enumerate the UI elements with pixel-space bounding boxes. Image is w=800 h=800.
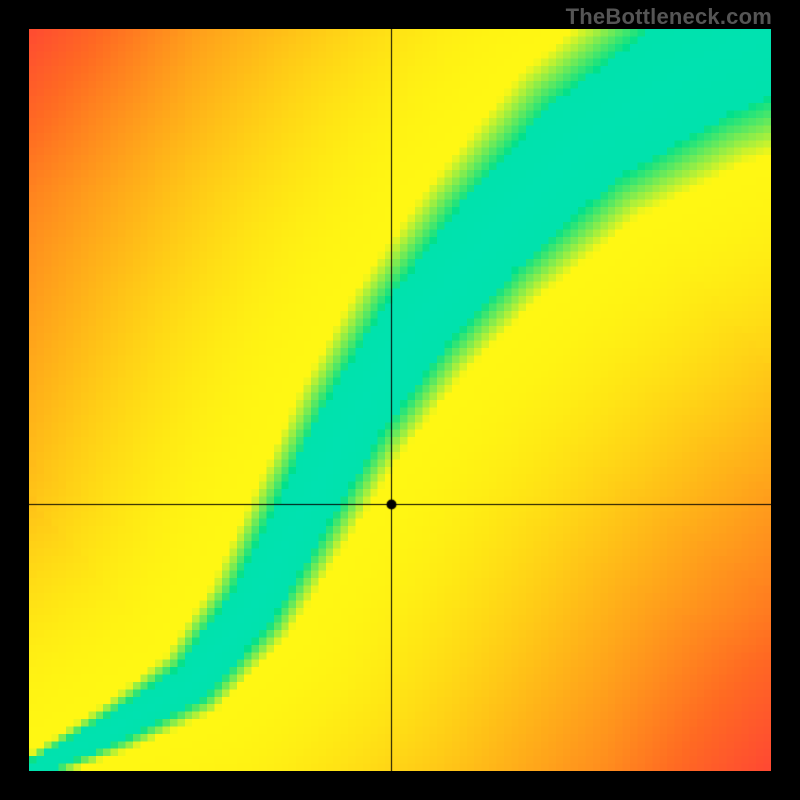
watermark-text: TheBottleneck.com xyxy=(566,4,772,30)
heatmap-canvas xyxy=(29,29,771,771)
chart-container: { "watermark": { "text": "TheBottleneck.… xyxy=(0,0,800,800)
